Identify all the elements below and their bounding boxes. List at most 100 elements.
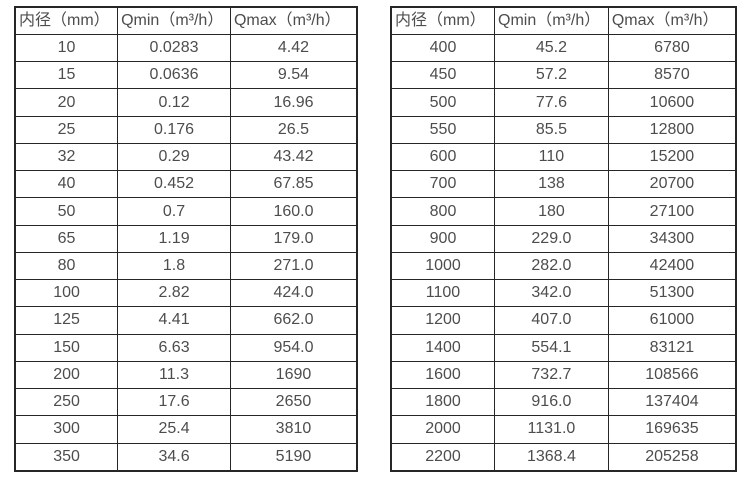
cell: 137404 xyxy=(607,388,737,417)
table-row: 125 4.41 662.0 xyxy=(14,306,358,335)
table-row: 20 0.12 16.96 xyxy=(14,88,358,117)
cell: 80 xyxy=(14,251,119,281)
cell: 61000 xyxy=(607,306,737,335)
cell: 424.0 xyxy=(229,279,358,308)
cell: 34300 xyxy=(607,224,737,253)
table-row: 10 0.0283 4.42 xyxy=(14,33,358,63)
cell: 282.0 xyxy=(494,251,609,281)
cell: 11.3 xyxy=(117,360,231,390)
cell: 4.42 xyxy=(229,33,358,63)
cell: 9.54 xyxy=(229,61,358,90)
header-row: 内径（mm） Qmin（m³/h） Qmax（m³/h） xyxy=(390,6,737,35)
cell: 25.4 xyxy=(117,415,231,444)
table-row: 550 85.5 12800 xyxy=(390,115,737,144)
table-row: 65 1.19 179.0 xyxy=(14,224,358,253)
table-row: 1600 732.7 108566 xyxy=(390,360,737,390)
table-row: 15 0.0636 9.54 xyxy=(14,61,358,90)
table-row: 500 77.6 10600 xyxy=(390,88,737,117)
cell: 1.8 xyxy=(117,251,231,281)
cell: 700 xyxy=(390,170,495,199)
cell: 65 xyxy=(14,224,119,253)
column-header: Qmin（m³/h） xyxy=(494,6,609,35)
header-row: 内径（mm） Qmin（m³/h） Qmax（m³/h） xyxy=(14,6,358,35)
table-row: 800 180 27100 xyxy=(390,197,737,226)
table-row: 1100 342.0 51300 xyxy=(390,279,737,308)
cell: 15 xyxy=(14,61,119,90)
cell: 20700 xyxy=(607,170,737,199)
cell: 2000 xyxy=(390,415,495,444)
cell: 500 xyxy=(390,88,495,117)
table-row: 250 17.6 2650 xyxy=(14,388,358,417)
cell: 2200 xyxy=(390,442,495,472)
cell: 1600 xyxy=(390,360,495,390)
cell: 10 xyxy=(14,33,119,63)
cell: 110 xyxy=(494,142,609,172)
cell: 180 xyxy=(494,197,609,226)
cell: 42400 xyxy=(607,251,737,281)
cell: 732.7 xyxy=(494,360,609,390)
table-row: 32 0.29 43.42 xyxy=(14,142,358,172)
cell: 800 xyxy=(390,197,495,226)
cell: 179.0 xyxy=(229,224,358,253)
cell: 200 xyxy=(14,360,119,390)
table-row: 600 110 15200 xyxy=(390,142,737,172)
cell: 1690 xyxy=(229,360,358,390)
cell: 1131.0 xyxy=(494,415,609,444)
cell: 229.0 xyxy=(494,224,609,253)
cell: 1368.4 xyxy=(494,442,609,472)
cell: 450 xyxy=(390,61,495,90)
cell: 900 xyxy=(390,224,495,253)
cell: 2650 xyxy=(229,388,358,417)
table-row: 80 1.8 271.0 xyxy=(14,251,358,281)
cell: 32 xyxy=(14,142,119,172)
cell: 6780 xyxy=(607,33,737,63)
column-header: Qmax（m³/h） xyxy=(229,6,358,35)
table-row: 700 138 20700 xyxy=(390,170,737,199)
cell: 57.2 xyxy=(494,61,609,90)
cell: 271.0 xyxy=(229,251,358,281)
cell: 45.2 xyxy=(494,33,609,63)
cell: 8570 xyxy=(607,61,737,90)
cell: 16.96 xyxy=(229,88,358,117)
column-header: Qmin（m³/h） xyxy=(117,6,231,35)
cell: 138 xyxy=(494,170,609,199)
cell: 40 xyxy=(14,170,119,199)
cell: 12800 xyxy=(607,115,737,144)
cell: 100 xyxy=(14,279,119,308)
cell: 400 xyxy=(390,33,495,63)
cell: 34.6 xyxy=(117,442,231,472)
cell: 3810 xyxy=(229,415,358,444)
flow-table-small-diameters: 内径（mm） Qmin（m³/h） Qmax（m³/h） 10 0.0283 4.42 15… xyxy=(14,6,358,472)
cell: 6.63 xyxy=(117,333,231,362)
cell: 169635 xyxy=(607,415,737,444)
cell: 43.42 xyxy=(229,142,358,172)
cell: 1100 xyxy=(390,279,495,308)
cell: 67.85 xyxy=(229,170,358,199)
cell: 1400 xyxy=(390,333,495,362)
cell: 50 xyxy=(14,197,119,226)
column-header: Qmax（m³/h） xyxy=(607,6,737,35)
table-row: 40 0.452 67.85 xyxy=(14,170,358,199)
table-row: 1400 554.1 83121 xyxy=(390,333,737,362)
flow-table-large-diameters: 内径（mm） Qmin（m³/h） Qmax（m³/h） 400 45.2 6780 450… xyxy=(390,6,737,472)
cell: 342.0 xyxy=(494,279,609,308)
cell: 27100 xyxy=(607,197,737,226)
cell: 1200 xyxy=(390,306,495,335)
cell: 150 xyxy=(14,333,119,362)
cell: 4.41 xyxy=(117,306,231,335)
cell: 108566 xyxy=(607,360,737,390)
table-row: 400 45.2 6780 xyxy=(390,33,737,63)
cell: 600 xyxy=(390,142,495,172)
cell: 407.0 xyxy=(494,306,609,335)
column-header: 内径（mm） xyxy=(14,6,119,35)
table-row: 2200 1368.4 205258 xyxy=(390,442,737,472)
cell: 2.82 xyxy=(117,279,231,308)
table-row: 300 25.4 3810 xyxy=(14,415,358,444)
cell: 125 xyxy=(14,306,119,335)
table-row: 900 229.0 34300 xyxy=(390,224,737,253)
cell: 1000 xyxy=(390,251,495,281)
table-row: 1000 282.0 42400 xyxy=(390,251,737,281)
cell: 0.0283 xyxy=(117,33,231,63)
table-row: 1200 407.0 61000 xyxy=(390,306,737,335)
